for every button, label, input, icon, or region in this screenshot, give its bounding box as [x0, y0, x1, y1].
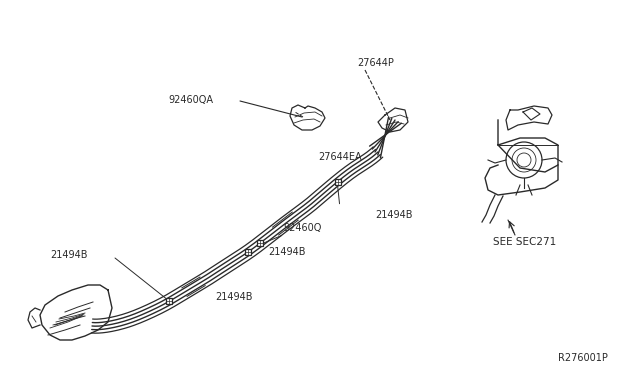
Text: 92460QA: 92460QA — [168, 95, 213, 105]
Text: 21494B: 21494B — [375, 210, 413, 220]
Text: SEE SEC271: SEE SEC271 — [493, 237, 556, 247]
Text: 21494B: 21494B — [268, 247, 305, 257]
Text: 21494B: 21494B — [215, 292, 253, 302]
Bar — [245, 249, 251, 255]
Text: 27644P: 27644P — [357, 58, 394, 68]
Text: R276001P: R276001P — [558, 353, 608, 363]
Bar — [335, 179, 340, 185]
Text: 21494B: 21494B — [50, 250, 88, 260]
Bar — [257, 240, 262, 247]
Bar — [166, 298, 172, 304]
Text: 27644EA: 27644EA — [318, 152, 362, 162]
Text: 92460Q: 92460Q — [283, 223, 321, 233]
